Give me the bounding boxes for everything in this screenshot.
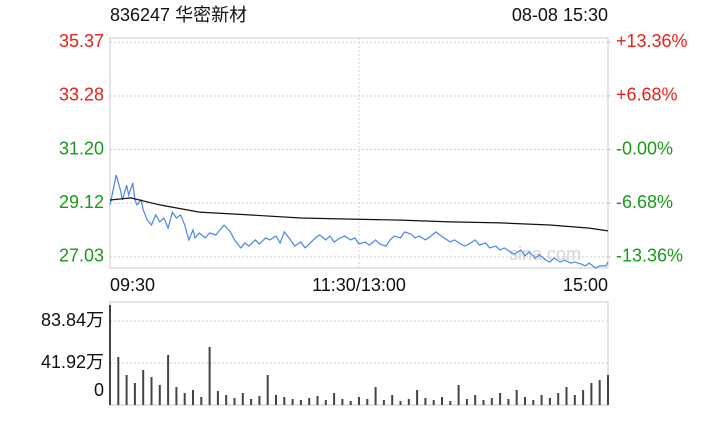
volume-bar	[142, 370, 145, 405]
volume-bar	[117, 357, 120, 405]
volume-bar	[250, 399, 253, 405]
volume-bar	[324, 400, 327, 405]
y2-tick-label: +13.36%	[616, 31, 688, 51]
price-frame	[109, 37, 609, 269]
volume-bar	[507, 399, 510, 405]
volume-bar	[233, 398, 236, 405]
volume-bar	[557, 393, 560, 405]
volume-bar	[540, 395, 543, 405]
volume-bar	[241, 393, 244, 405]
y2-tick-label: -0.00%	[616, 138, 673, 158]
volume-bar	[399, 401, 402, 405]
volume-bar	[283, 397, 286, 405]
volume-bar	[515, 390, 518, 405]
volume-bar	[167, 355, 170, 405]
volume-bar	[590, 383, 593, 405]
y2-tick-label: +6.68%	[616, 85, 678, 105]
volume-bar	[490, 398, 493, 405]
volume-bar	[407, 399, 410, 405]
volume-bar	[200, 397, 203, 405]
watermark: sina.com	[509, 244, 581, 264]
volume-bar	[216, 391, 219, 405]
volume-bar	[299, 400, 302, 405]
volume-bar	[598, 380, 601, 405]
y-tick-label: 33.28	[59, 85, 104, 105]
volume-bar	[457, 385, 460, 405]
volume-bar	[416, 390, 419, 405]
y-tick-label: 31.20	[59, 138, 104, 158]
volume-bar	[349, 401, 352, 405]
volume-bar	[449, 401, 452, 405]
volume-bar	[333, 393, 336, 405]
y-tick-label: 27.03	[59, 246, 104, 266]
volume-bar	[465, 399, 468, 405]
x-tick-label: 09:30	[110, 275, 155, 295]
volume-bar	[524, 397, 526, 405]
volume-bar	[266, 375, 269, 405]
volume-bar	[374, 387, 377, 405]
volume-bar	[158, 385, 161, 405]
volume-bar	[565, 387, 568, 405]
volume-bar	[258, 396, 261, 405]
volume-bar	[382, 400, 385, 405]
volume-bar	[308, 398, 311, 405]
volume-frame	[109, 301, 609, 406]
volume-bar	[275, 395, 277, 405]
volume-bar	[316, 396, 319, 405]
volume-bar	[582, 390, 585, 405]
volume-bar	[532, 400, 535, 405]
y-tick-label: 29.12	[59, 192, 104, 212]
y-tick-label: 83.84万	[41, 310, 104, 330]
volume-bar	[441, 397, 443, 405]
y-tick-label: 35.37	[59, 31, 104, 51]
volume-bar	[109, 305, 111, 405]
volume-bar	[125, 375, 128, 405]
volume-bar	[499, 393, 502, 405]
volume-bar	[175, 387, 178, 405]
y-tick-label: 0	[94, 380, 104, 400]
stock-title: 836247 华密新材	[110, 5, 247, 25]
volume-bar	[225, 395, 228, 405]
average-line	[109, 197, 609, 232]
volume-bar	[150, 377, 153, 405]
volume-bar	[183, 393, 186, 405]
volume-bar	[391, 395, 394, 405]
volume-bar	[192, 390, 194, 405]
volume-bar	[291, 399, 294, 405]
volume-bar	[474, 395, 477, 405]
price-line	[109, 174, 609, 269]
volume-bar	[607, 375, 609, 405]
y2-tick-label: -6.68%	[616, 192, 673, 212]
timestamp: 08-08 15:30	[512, 5, 608, 25]
volume-bar	[548, 398, 551, 405]
volume-bar	[358, 397, 360, 405]
volume-bar	[482, 400, 485, 405]
volume-bar	[366, 399, 369, 405]
volume-bar	[133, 383, 136, 405]
x-tick-label: 15:00	[563, 275, 608, 295]
y2-tick-label: -13.36%	[616, 246, 683, 266]
volume-bar	[424, 398, 427, 405]
volume-bar	[432, 400, 435, 405]
volume-bar	[573, 395, 576, 405]
volume-bar	[208, 347, 211, 405]
y-tick-label: 41.92万	[41, 352, 104, 372]
volume-bar	[341, 399, 344, 405]
x-tick-label: 11:30/13:00	[312, 275, 406, 295]
